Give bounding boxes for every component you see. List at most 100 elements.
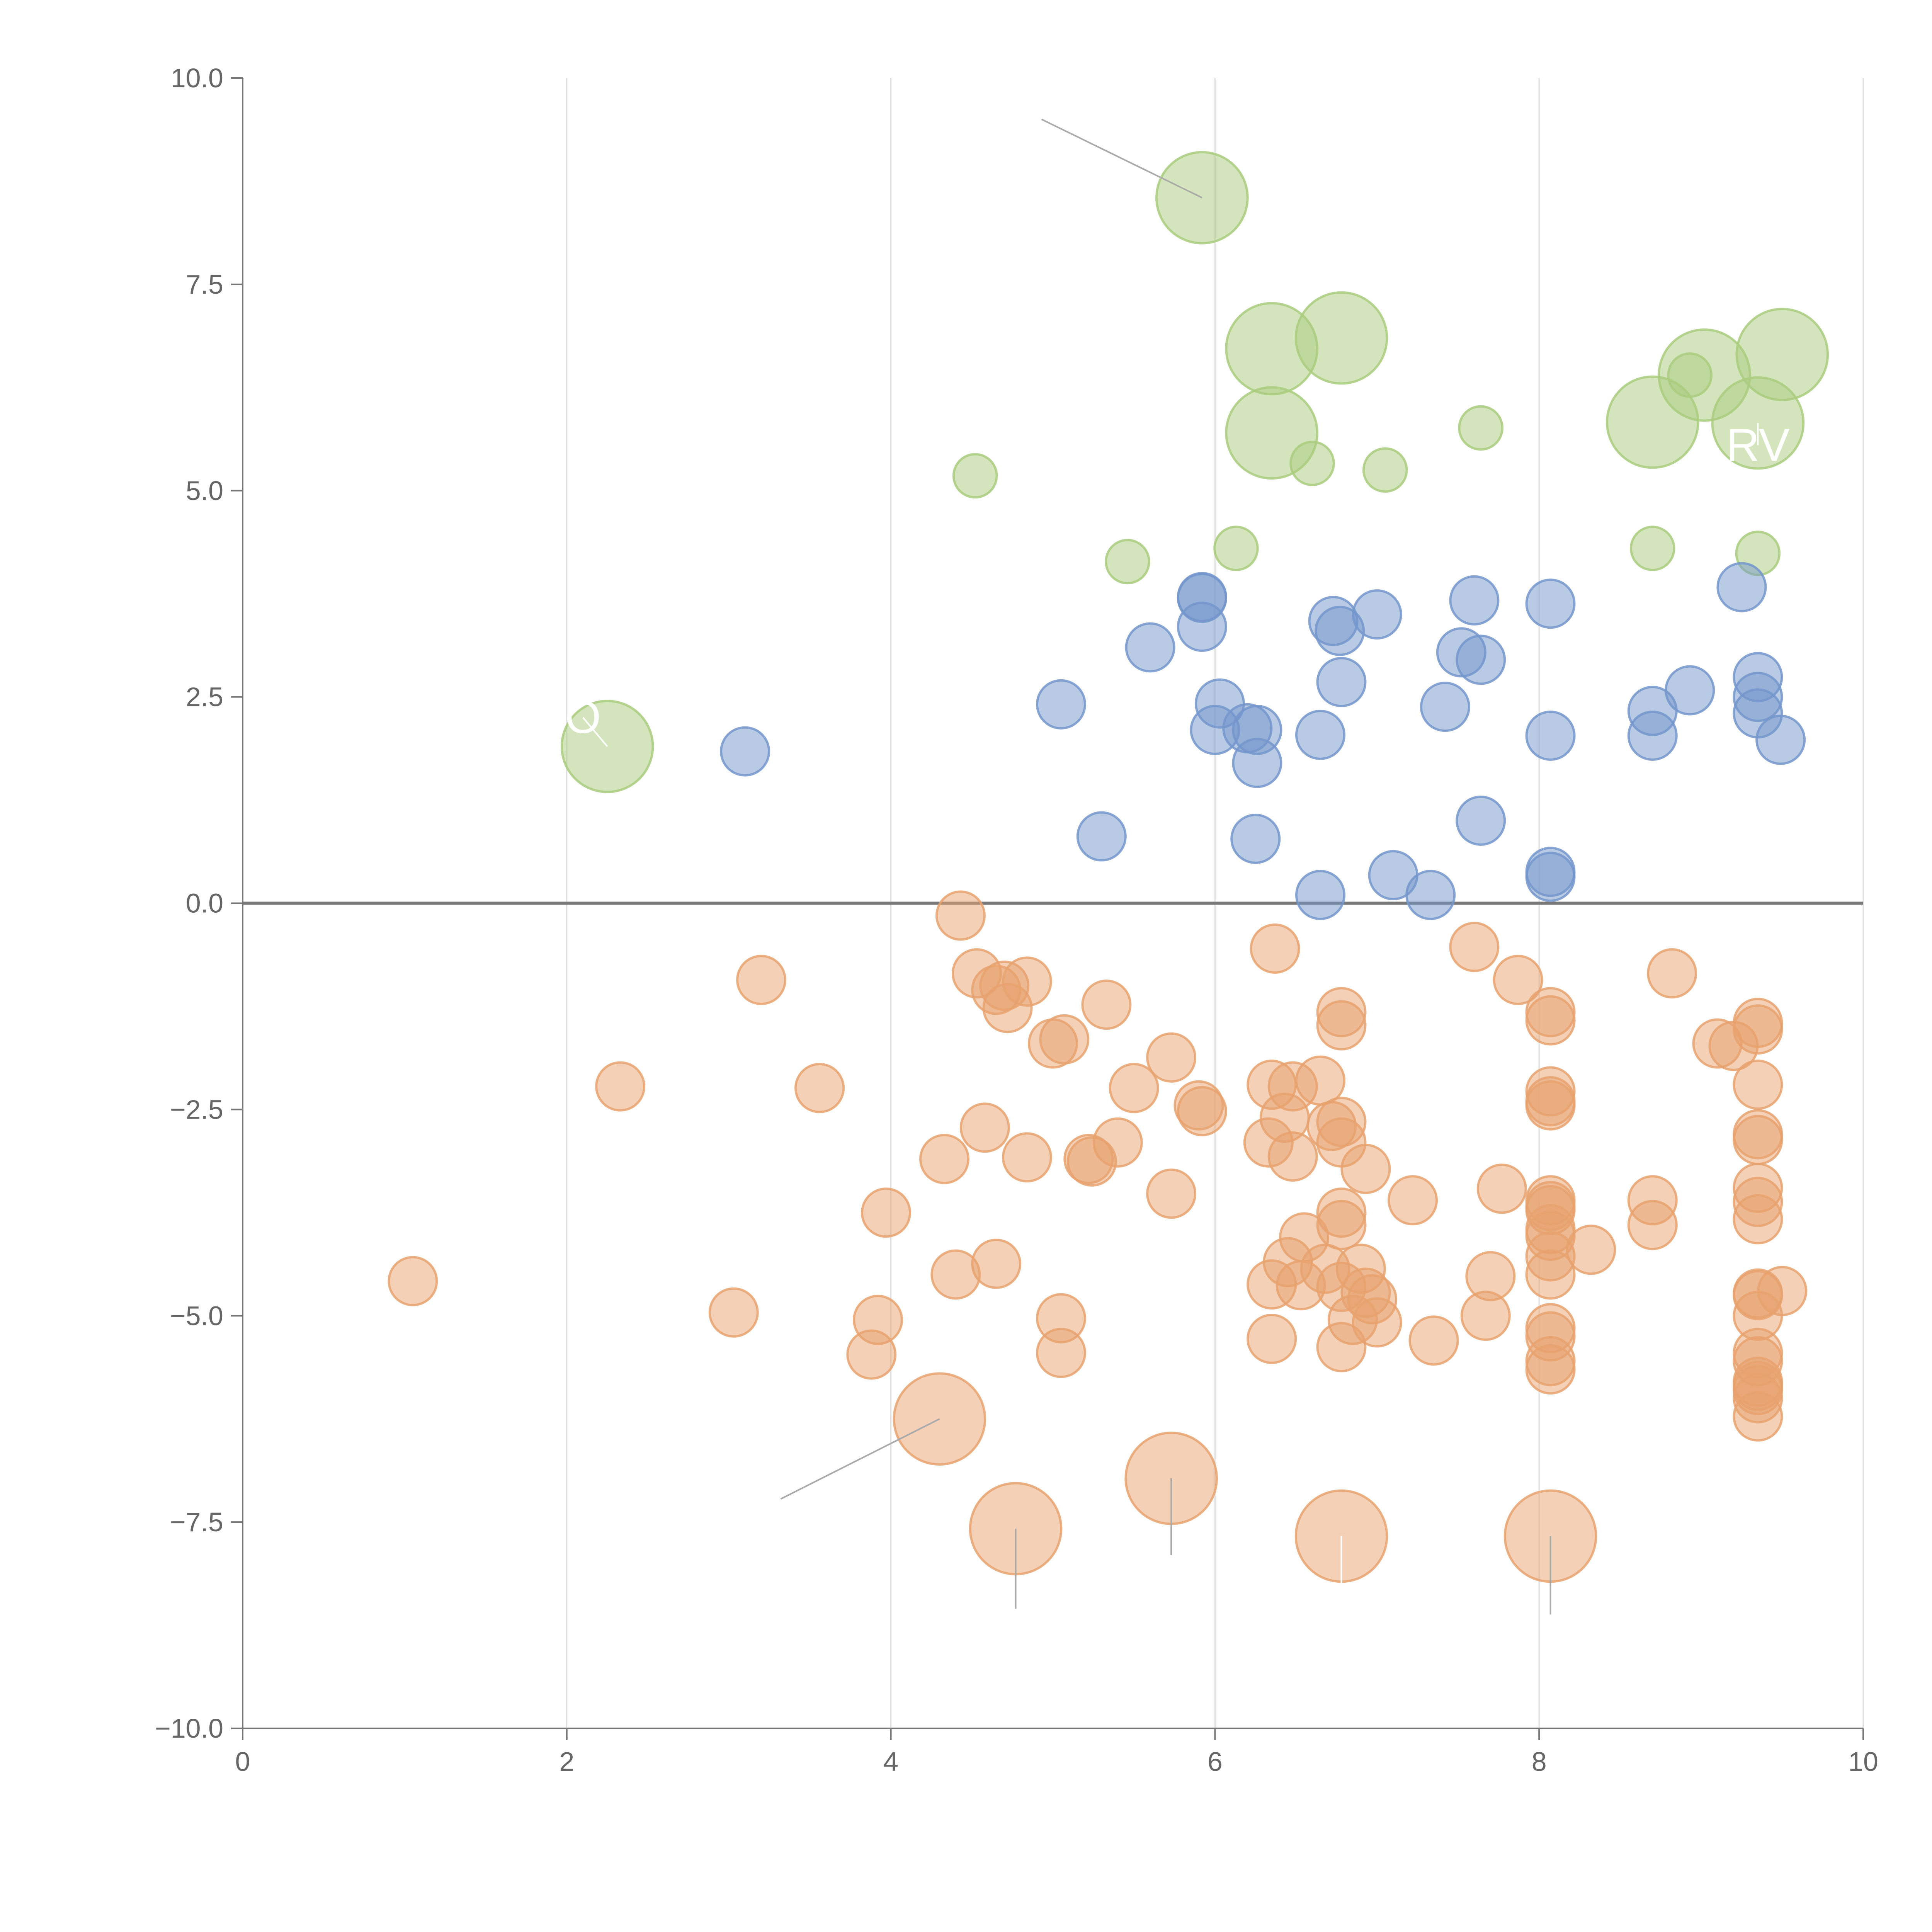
- annotation-label: O: [565, 691, 601, 743]
- bubble-orange: [1493, 955, 1543, 1005]
- annotation-leader-line: [1041, 118, 1202, 199]
- bubble-green: [1105, 539, 1150, 585]
- bubble-blue: [1627, 710, 1678, 761]
- y-tick-label: 5.0: [186, 476, 223, 506]
- bubble-orange: [1316, 1322, 1367, 1372]
- bubble-blue: [1177, 602, 1227, 652]
- annotation-leader-line: [780, 1418, 940, 1500]
- bubble-orange: [1460, 1291, 1511, 1341]
- bubble-orange: [1146, 1032, 1197, 1083]
- bubble-green: [952, 453, 998, 499]
- x-tick-label: 10: [1848, 1747, 1878, 1777]
- bubble-blue: [1525, 578, 1576, 629]
- bubble-orange: [1002, 1132, 1052, 1183]
- bubble-orange: [595, 1061, 646, 1112]
- bubble-blue: [1449, 575, 1500, 626]
- x-tick-label: 2: [559, 1747, 574, 1777]
- x-tick-label: 6: [1208, 1747, 1223, 1777]
- bubble-orange: [736, 955, 787, 1005]
- bubble-blue: [1456, 634, 1506, 685]
- bubble-blue: [1232, 738, 1282, 788]
- bubble-orange: [1647, 948, 1697, 999]
- bubble-blue: [1665, 665, 1715, 716]
- bubble-blue: [1405, 870, 1456, 920]
- bubble-blue: [1525, 852, 1576, 902]
- bubble-blue: [1036, 679, 1086, 730]
- bubble-orange: [1267, 1131, 1318, 1182]
- bubble-orange: [1733, 1004, 1783, 1055]
- bubble-orange: [1627, 1200, 1678, 1250]
- annotation-label: RV: [1726, 419, 1790, 471]
- bubble-green: [1289, 440, 1335, 486]
- bubble-orange: [1476, 1163, 1527, 1214]
- bubble-orange: [388, 1256, 438, 1306]
- bubble-orange: [1525, 1080, 1576, 1131]
- bubble-orange: [1316, 1000, 1367, 1051]
- bubble-orange: [1092, 1117, 1143, 1168]
- bubble-orange: [708, 1287, 759, 1338]
- y-tick-label: 10.0: [171, 63, 223, 93]
- bubble-orange: [1177, 1086, 1227, 1136]
- bubble-green: [1213, 526, 1259, 571]
- bubble-orange: [1388, 1175, 1438, 1226]
- bubble-orange: [935, 890, 986, 941]
- y-tick-label: 7.5: [186, 269, 223, 299]
- bubble-orange: [1449, 922, 1500, 972]
- bubble-orange: [1733, 1115, 1783, 1165]
- bubble-orange: [1733, 1391, 1783, 1442]
- bubble-orange: [1525, 1344, 1576, 1395]
- bubble-orange: [1109, 1063, 1159, 1113]
- bubble-green: [1629, 526, 1675, 571]
- bubble-orange: [1250, 923, 1300, 974]
- bubble-blue: [1316, 657, 1367, 707]
- bubble-orange: [1146, 1168, 1197, 1219]
- bubble-blue: [1420, 682, 1470, 732]
- x-tick-label: 4: [883, 1747, 898, 1777]
- bubble-orange: [1408, 1315, 1459, 1366]
- bubble-orange: [1525, 1249, 1576, 1300]
- x-tick-label: 8: [1532, 1747, 1547, 1777]
- bubble-green: [1362, 447, 1408, 493]
- bubble-green: [1294, 291, 1388, 385]
- bubble-blue: [1076, 811, 1127, 862]
- bubble-blue: [1125, 622, 1175, 673]
- bubble-blue: [1295, 870, 1346, 920]
- bubble-green: [1458, 405, 1504, 451]
- bubble-orange: [1733, 1194, 1783, 1245]
- annotation-label: A: [1326, 1588, 1357, 1640]
- bubble-green: [1667, 352, 1713, 398]
- bubble-blue: [1525, 710, 1576, 761]
- y-tick-label: −5.0: [170, 1301, 223, 1331]
- bubble-orange: [959, 1102, 1010, 1153]
- bubble-orange: [1039, 1014, 1090, 1065]
- bubble-blue: [1456, 795, 1506, 846]
- bubble-orange: [1733, 1060, 1783, 1110]
- bubble-blue: [1295, 709, 1346, 760]
- bubble-orange: [919, 1134, 970, 1184]
- x-tick-label: 0: [235, 1747, 250, 1777]
- bubble-orange: [1081, 980, 1132, 1030]
- y-tick-label: 0.0: [186, 888, 223, 918]
- y-tick-label: −7.5: [170, 1507, 223, 1537]
- bubble-orange: [1352, 1297, 1402, 1348]
- y-tick-label: 2.5: [186, 682, 223, 712]
- bubble-blue: [1755, 714, 1806, 765]
- bubble-orange: [846, 1329, 897, 1380]
- bubble-orange: [1002, 956, 1052, 1007]
- bubble-orange: [1247, 1314, 1297, 1364]
- bubble-orange: [1340, 1144, 1391, 1194]
- bubble-orange: [1036, 1328, 1086, 1378]
- bubble-blue: [1352, 589, 1402, 640]
- bubble-orange: [971, 1238, 1022, 1289]
- bubble-orange: [861, 1187, 912, 1238]
- bubble-blue: [1716, 562, 1767, 612]
- bubble-blue: [1230, 813, 1281, 864]
- bubble-orange: [794, 1063, 845, 1113]
- bubble-blue: [720, 726, 770, 777]
- bubble-orange: [1525, 995, 1576, 1046]
- y-tick-label: −2.5: [170, 1094, 223, 1124]
- bubble-green: [1605, 375, 1699, 469]
- y-tick-label: −10.0: [155, 1713, 223, 1743]
